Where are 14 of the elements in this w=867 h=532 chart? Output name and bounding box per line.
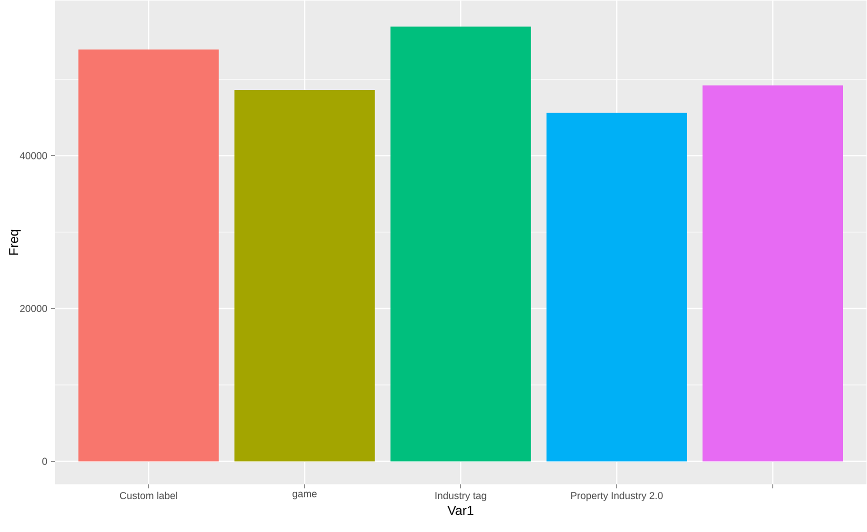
x-tick-label: Industry tag: [436, 492, 486, 501]
y-tick-label: 40000: [20, 152, 48, 160]
y-tick-label: 20000: [20, 304, 48, 312]
bar: [78, 49, 219, 462]
bar: [702, 85, 843, 462]
y-axis-title: Freq: [9, 230, 21, 255]
bar: [390, 26, 531, 462]
x-axis-title: Var1: [448, 506, 474, 515]
bar: [546, 112, 687, 462]
x-tick-label: Property Industry 2.0: [571, 492, 663, 501]
bar: [234, 90, 375, 462]
y-tick-label: 0: [42, 458, 48, 465]
x-tick-label: Custom label: [120, 492, 178, 500]
x-tick-label: game: [292, 492, 317, 500]
